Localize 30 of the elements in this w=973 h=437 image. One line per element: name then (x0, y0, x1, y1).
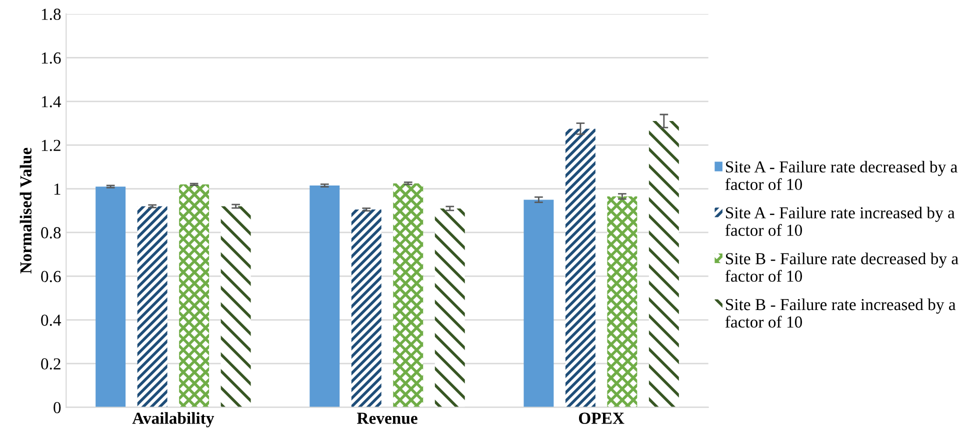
y-tick-label: 1.2 (42, 140, 60, 152)
y-axis-title: Normalised Value (20, 148, 32, 274)
y-tick-label: 1.4 (42, 96, 62, 108)
y-tick-label: 0.2 (41, 358, 60, 370)
bar (351, 210, 382, 408)
y-tick-label: 0 (54, 402, 61, 414)
x-tick-label: Availability (132, 412, 214, 428)
y-tick-label: 0.6 (41, 270, 61, 282)
x-tick-label: Revenue (356, 412, 418, 424)
bar (607, 196, 638, 408)
legend-label: Site A - Failure rate decreased by a factor of 10 (725, 160, 958, 190)
bar (220, 206, 251, 408)
bar (310, 186, 340, 408)
legend-label: Site B - Failure rate decreased by a factor of 10 (725, 252, 958, 282)
y-tick-label: 0.8 (41, 227, 61, 239)
legend-label: Site A - Failure rate increased by a factor of 10 (725, 206, 955, 236)
bar (524, 200, 554, 408)
bar (434, 208, 465, 408)
bar (137, 206, 168, 408)
y-tick-label: 1 (54, 184, 60, 195)
bar (393, 183, 424, 408)
bar (96, 186, 126, 408)
bar (565, 128, 596, 408)
y-tick-label: 1.6 (42, 52, 61, 64)
y-tick-label: 1.8 (42, 8, 61, 20)
x-tick-label: OPEX (578, 412, 624, 424)
y-tick-label: 0.4 (41, 314, 62, 326)
bar (179, 184, 210, 408)
bar (648, 121, 679, 408)
legend-label: Site B - Failure rate increased by a factor of 10 (725, 298, 956, 328)
